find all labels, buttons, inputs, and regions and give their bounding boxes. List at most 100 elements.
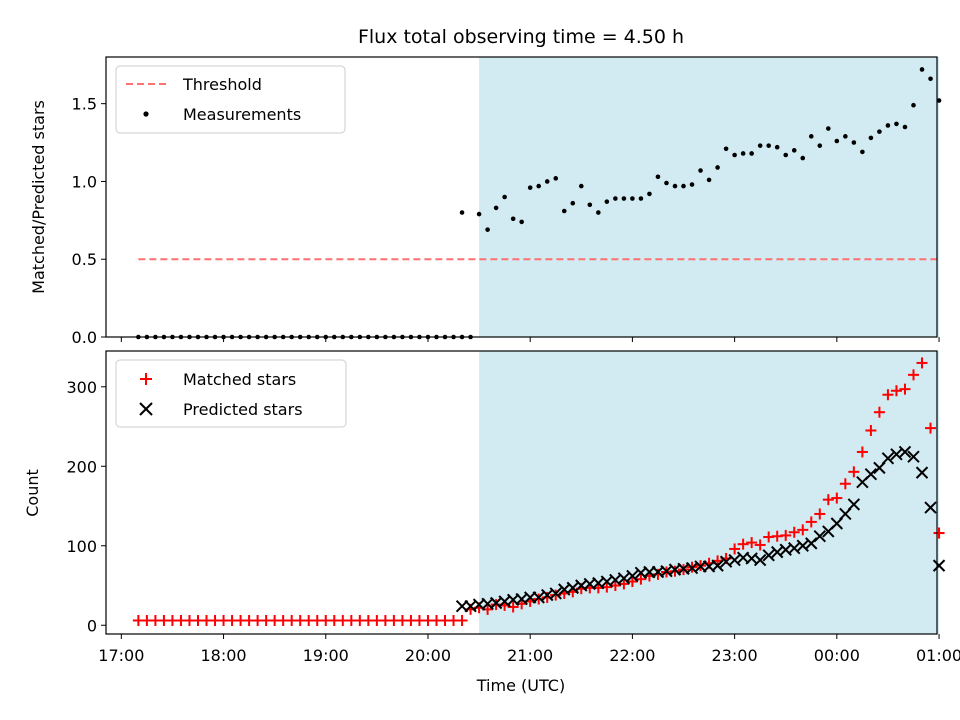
measurement-point — [613, 196, 618, 201]
measurement-point — [808, 134, 814, 139]
measurement-point — [689, 182, 695, 187]
matched-star-point — [865, 424, 877, 436]
measurement-point — [774, 144, 780, 150]
chart-title: Flux total observing time = 4.50 h — [358, 26, 684, 48]
predicted-star-point — [549, 587, 562, 600]
measurement-point — [860, 149, 865, 155]
predicted-star-point — [924, 501, 937, 514]
measurement-point — [826, 126, 831, 131]
measurement-point — [749, 151, 754, 156]
matched-star-point — [797, 524, 809, 536]
predicted-star-point — [915, 466, 929, 479]
predicted-star-point — [898, 445, 912, 459]
x-tick-label: 01:00 — [916, 646, 960, 665]
measurement-point — [919, 67, 925, 72]
measurement-point — [553, 176, 559, 181]
matched-star-point — [788, 526, 800, 538]
measurement-point — [578, 183, 584, 189]
measurements-series — [136, 67, 942, 340]
predicted-star-point — [907, 450, 920, 463]
measurement-point — [698, 168, 703, 173]
predicted-star-point — [847, 498, 861, 511]
bottom-legend: Matched stars Predicted stars — [115, 359, 347, 428]
predicted-star-point — [626, 569, 639, 583]
matched-star-point — [839, 478, 851, 490]
matched-star-point — [635, 573, 647, 585]
measurements-legend-marker — [143, 111, 149, 117]
measurement-point — [502, 194, 507, 200]
measurement-point — [766, 143, 771, 148]
predicted-star-point — [881, 452, 895, 465]
measurement-point — [911, 102, 916, 108]
bottom-y-tick-label: 300 — [66, 378, 97, 397]
threshold-legend-label: Threshold — [182, 75, 262, 94]
matched-star-point — [933, 527, 945, 539]
bottom-y-ticks: 0 100 200 300 — [66, 378, 106, 635]
matched-legend-marker — [140, 373, 152, 385]
predicted-legend-marker — [139, 402, 153, 416]
top-y-tick-label: 1.0 — [72, 172, 97, 191]
measurement-point — [740, 151, 746, 156]
matched-star-point — [925, 422, 937, 434]
measurement-point — [561, 208, 567, 214]
matched-star-point — [456, 614, 468, 626]
matched-star-point — [737, 538, 749, 550]
measurement-point — [791, 148, 797, 153]
predicted-star-point — [932, 559, 946, 572]
measurement-point — [928, 76, 933, 82]
bottom-shaded-region — [479, 351, 940, 634]
top-legend: Threshold Measurements — [115, 65, 346, 134]
top-axes-frame — [105, 56, 938, 338]
measurement-point — [843, 134, 848, 139]
measurement-point — [519, 219, 524, 225]
measurement-point — [587, 202, 593, 208]
bottom-y-axis-label: Count — [23, 469, 42, 517]
matched-star-point — [805, 516, 817, 528]
measurement-point — [851, 140, 857, 145]
matched-star-point — [907, 369, 919, 381]
measurement-point — [510, 216, 516, 222]
measurement-point — [459, 210, 465, 215]
measurement-point — [596, 210, 601, 215]
x-axis-label: Time (UTC) — [476, 676, 565, 695]
measurement-point — [834, 138, 840, 144]
top-y-ticks: 0.0 0.5 1.0 1.5 — [72, 95, 106, 347]
measurement-point — [493, 205, 499, 211]
bottom-y-tick-label: 200 — [66, 457, 97, 476]
top-panel: 0.0 0.5 1.0 1.5 Matched/Predicted stars Thr… — [29, 56, 942, 347]
measurement-point — [536, 183, 542, 189]
top-y-tick-label: 0.5 — [72, 250, 97, 269]
measurement-point — [723, 146, 729, 152]
matched-star-point — [754, 539, 766, 551]
measurement-point — [894, 121, 899, 127]
matched-star-point — [856, 446, 868, 458]
bottom-y-tick-label: 0 — [87, 616, 97, 635]
measurement-point — [902, 124, 908, 130]
measurement-point — [476, 211, 482, 217]
top-legend-box — [115, 65, 346, 134]
measurement-point — [638, 196, 644, 201]
matched-star-point — [822, 494, 834, 506]
measurement-point — [715, 165, 720, 170]
bottom-panel: 0 100 200 300 17:00 18:00 19:00 20:00 21:00 22:0… — [23, 350, 960, 695]
top-shaded-region — [479, 57, 940, 337]
x-tick-label: 19:00 — [303, 646, 349, 665]
measurement-point — [757, 143, 763, 148]
measurement-point — [672, 183, 678, 189]
matched-star-point — [873, 406, 885, 418]
measurement-point — [732, 152, 737, 158]
bottom-legend-box — [115, 359, 347, 428]
measurement-point — [936, 98, 942, 103]
matched-star-point — [669, 565, 681, 577]
measurement-point — [664, 180, 669, 186]
matched-star-point — [831, 492, 843, 504]
measurement-point — [877, 129, 882, 134]
bottom-y-tick-label: 100 — [66, 537, 97, 556]
measurement-point — [783, 152, 789, 158]
measurement-point — [706, 177, 712, 183]
bottom-x-ticks: 17:00 18:00 19:00 20:00 21:00 22:00 23:00 00:00… — [98, 634, 960, 665]
x-tick-label: 22:00 — [609, 646, 655, 665]
top-y-axis-label: Matched/Predicted stars — [29, 100, 48, 294]
top-y-tick-label: 0.0 — [72, 328, 97, 347]
